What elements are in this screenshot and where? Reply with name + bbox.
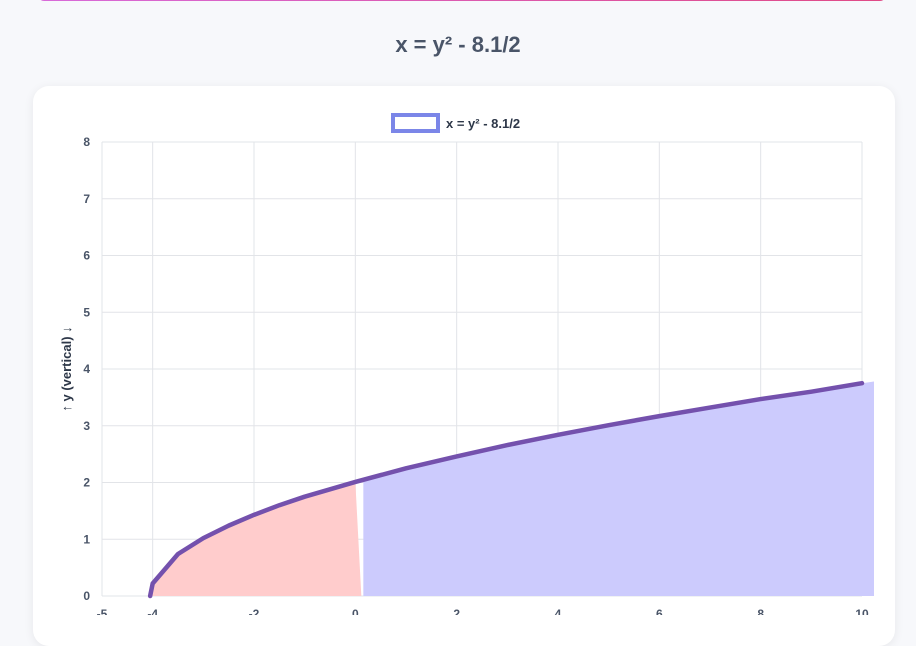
fill-negative-x-region xyxy=(150,481,362,596)
page-title: x = y² - 8.1/2 xyxy=(395,32,521,57)
area-fills xyxy=(150,381,874,596)
legend-label: x = y² - 8.1/2 xyxy=(446,116,520,131)
legend-swatch xyxy=(391,113,440,133)
series-line-layer xyxy=(147,380,865,599)
x-tick-label: 0 xyxy=(352,607,359,615)
x-tick-label: -4 xyxy=(147,607,158,615)
x-tick-label: 2 xyxy=(453,607,460,615)
y-tick-labels: 0 1 2 3 4 5 6 7 8 xyxy=(83,135,90,603)
legend[interactable]: x = y² - 8.1/2 xyxy=(391,113,520,133)
y-tick-label: 0 xyxy=(83,589,90,603)
y-tick-label: 7 xyxy=(83,192,90,206)
y-axis-title: ↑ y (vertical) ↓ xyxy=(59,326,74,411)
x-tick-label: 8 xyxy=(757,607,764,615)
y-tick-label: 2 xyxy=(83,476,90,490)
x-tick-label: -2 xyxy=(249,607,260,615)
y-tick-label: 6 xyxy=(83,249,90,263)
fill-positive-x-region xyxy=(363,381,874,596)
x-tick-label: 10 xyxy=(855,607,869,615)
top-accent-bar xyxy=(38,0,886,1)
x-tick-labels: -5 -4 -2 0 2 4 6 8 10 xyxy=(97,607,869,615)
x-tick-label: 4 xyxy=(555,607,562,615)
x-tick-label: -5 xyxy=(97,607,108,615)
y-tick-label: 8 xyxy=(83,135,90,149)
y-tick-label: 1 xyxy=(83,532,90,546)
y-tick-label: 4 xyxy=(83,362,90,376)
y-tick-label: 5 xyxy=(83,305,90,319)
parabola-chart: 0 1 2 3 4 5 6 7 8 -5 -4 -2 0 2 4 6 8 10 x = y² - 8.1/2 ↑… xyxy=(59,113,874,615)
y-tick-label: 3 xyxy=(83,419,90,433)
series-line xyxy=(147,380,865,599)
x-tick-label: 6 xyxy=(656,607,663,615)
